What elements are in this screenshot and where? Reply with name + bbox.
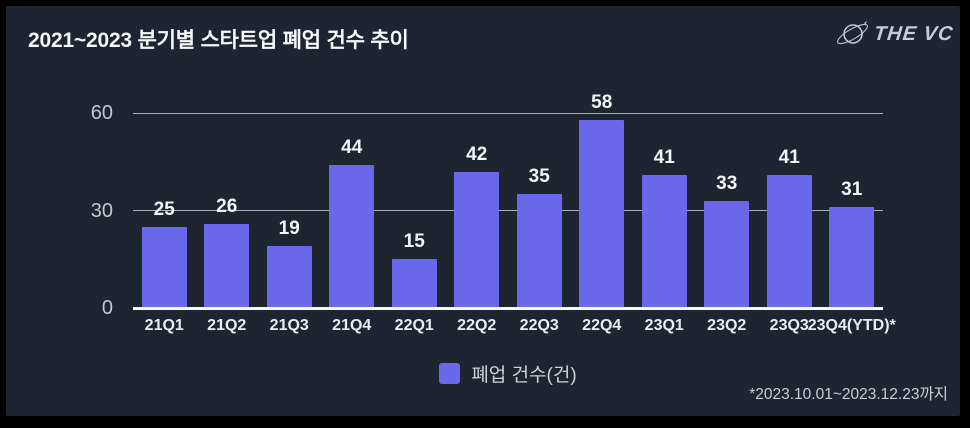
x-axis-baseline xyxy=(133,306,883,310)
bar-value-label: 15 xyxy=(403,231,425,253)
bar-21Q2 xyxy=(204,223,250,308)
x-axis-label: 23Q4(YTD)* xyxy=(807,317,896,334)
bar-value-label: 25 xyxy=(153,198,175,220)
gridline-30 xyxy=(133,210,883,211)
bar-value-label: 41 xyxy=(778,146,800,168)
x-axis-label: 22Q1 xyxy=(394,317,434,334)
y-axis-tick: 30 xyxy=(90,199,113,222)
x-axis-label: 22Q4 xyxy=(582,317,622,334)
bar-value-label: 26 xyxy=(216,195,238,217)
x-axis-label: 21Q2 xyxy=(207,317,247,334)
bar-22Q2 xyxy=(454,171,500,308)
bar-value-label: 44 xyxy=(341,137,363,158)
bar-22Q1 xyxy=(391,259,437,308)
legend-label: 폐업 건수(건) xyxy=(471,365,577,386)
bar-23Q4(YTD)* xyxy=(829,207,875,308)
bar-21Q4 xyxy=(329,165,375,308)
bar-value-label: 42 xyxy=(466,143,488,165)
legend-swatch xyxy=(439,363,461,384)
bar-value-label: 31 xyxy=(841,179,863,201)
y-axis-tick: 60 xyxy=(90,102,113,124)
footnote: *2023.10.01~2023.12.23까지 xyxy=(749,386,948,403)
x-axis-label: 21Q3 xyxy=(269,317,309,334)
bar-23Q3 xyxy=(766,174,812,308)
bar-value-label: 35 xyxy=(528,166,550,188)
x-axis-label: 21Q1 xyxy=(144,317,184,334)
bar-value-label: 58 xyxy=(591,91,613,113)
gridline-60 xyxy=(133,112,883,114)
x-axis-label: 23Q2 xyxy=(707,317,747,334)
x-axis-label: 21Q4 xyxy=(332,317,372,334)
chart-legend: 폐업 건수(건) xyxy=(133,360,883,387)
brand-logo: THE VC xyxy=(834,17,954,51)
x-axis-label: 22Q2 xyxy=(457,317,497,334)
page-title: 2021~2023 분기별 스타트업 폐업 건수 추이 xyxy=(28,29,409,52)
bar-22Q3 xyxy=(516,194,562,308)
bar-23Q2 xyxy=(704,200,750,308)
y-axis-tick: 0 xyxy=(101,297,113,319)
x-axis-label: 23Q3 xyxy=(769,317,809,334)
bar-value-label: 33 xyxy=(716,172,738,194)
orbit-icon xyxy=(836,21,868,45)
bar-value-label: 19 xyxy=(278,218,300,240)
x-axis-label: 22Q3 xyxy=(519,317,559,334)
bar-21Q3 xyxy=(266,246,312,308)
bar-value-label: 41 xyxy=(653,146,675,168)
bar-21Q1 xyxy=(141,226,187,308)
bar-22Q4 xyxy=(579,119,625,308)
x-axis-label: 23Q1 xyxy=(644,317,684,334)
bar-23Q1 xyxy=(641,174,687,308)
